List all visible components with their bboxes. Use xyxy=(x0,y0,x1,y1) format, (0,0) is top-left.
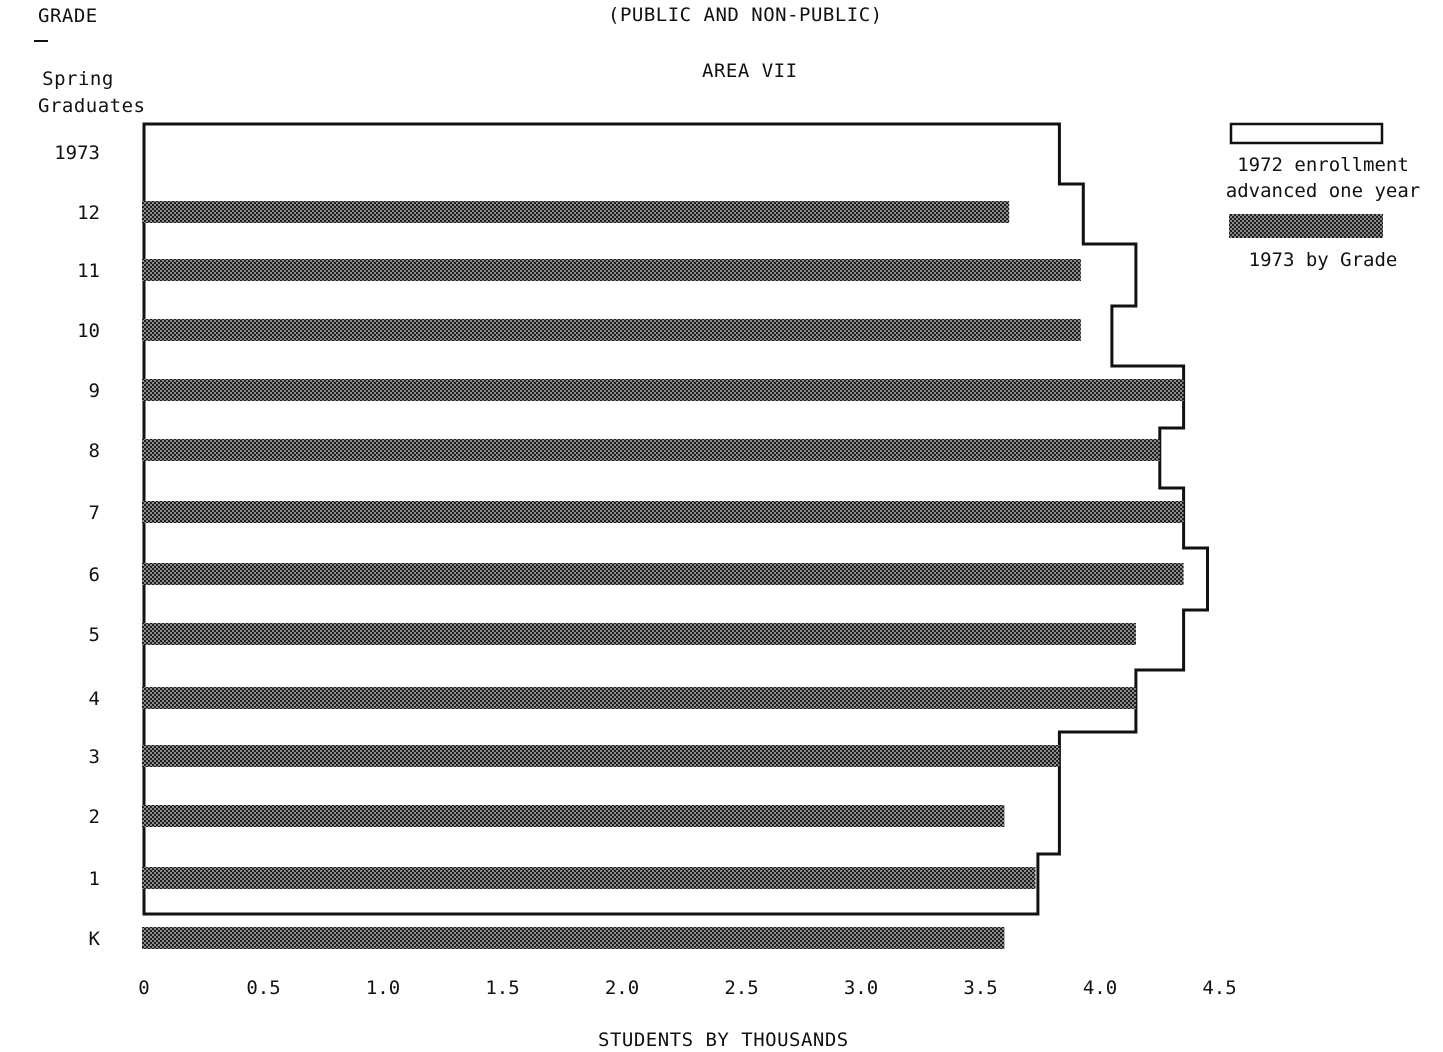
y-tick-label-12: 12 xyxy=(77,202,100,224)
bar-1973-grade-12 xyxy=(142,201,1010,223)
y-tick-label-6: 6 xyxy=(89,564,100,586)
x-tick-label-2-5: 2.5 xyxy=(724,977,758,999)
x-tick-label-4-0: 4.0 xyxy=(1083,977,1117,999)
x-tick-label-3-5: 3.5 xyxy=(963,977,997,999)
y-tick-label-4: 4 xyxy=(89,688,100,710)
y-tick-label-3: 3 xyxy=(89,746,100,768)
bar-1973-grade-1 xyxy=(142,867,1036,889)
x-tick-label-1-0: 1.0 xyxy=(366,977,400,999)
bar-1973-grade-7 xyxy=(142,501,1184,523)
y-tick-label-5: 5 xyxy=(89,624,100,646)
x-tick-label-0: 0 xyxy=(138,977,149,999)
x-tick-label-1-5: 1.5 xyxy=(485,977,519,999)
bar-1973-grade-k xyxy=(142,927,1005,949)
bar-1973-grade-3 xyxy=(142,745,1060,767)
legend-label-hatched: 1973 by Grade xyxy=(1249,249,1398,271)
y-tick-label-1: 1 xyxy=(89,868,100,890)
y-axis-title: GRADE xyxy=(38,5,98,27)
x-tick-label-3-0: 3.0 xyxy=(844,977,878,999)
bar-1973-grade-11 xyxy=(142,259,1081,281)
y-tick-label-2: 2 xyxy=(89,806,100,828)
legend-swatch-outline xyxy=(1229,122,1384,145)
bar-1973-grade-6 xyxy=(142,563,1184,585)
chart-title: AREA VII xyxy=(702,60,798,82)
bar-1973-grade-9 xyxy=(142,379,1184,401)
bar-1973-grade-2 xyxy=(142,805,1005,827)
x-tick-label-4-5: 4.5 xyxy=(1202,977,1236,999)
y-tick-label-10: 10 xyxy=(77,320,100,342)
legend-label-outline-line1: 1972 enrollment xyxy=(1237,154,1409,176)
bar-1973-grade-4 xyxy=(142,687,1136,709)
x-tick-label-2-0: 2.0 xyxy=(605,977,639,999)
bar-1973-grade-10 xyxy=(142,319,1081,341)
y-tick-label-9: 9 xyxy=(89,380,100,402)
y-axis-title-underline xyxy=(34,40,48,42)
x-tick-label-0-5: 0.5 xyxy=(246,977,280,999)
y-tick-label-1973: 1973 xyxy=(54,142,100,164)
y-tick-label-8: 8 xyxy=(89,440,100,462)
bar-1973-grade-8 xyxy=(142,439,1160,461)
y-tick-label-7: 7 xyxy=(89,502,100,524)
y-tick-label-11: 11 xyxy=(77,260,100,282)
x-axis-title: STUDENTS BY THOUSANDS xyxy=(598,1029,849,1051)
bar-1973-grade-5 xyxy=(142,623,1136,645)
legend-swatch-hatched xyxy=(1229,214,1383,238)
chart-subtitle: (PUBLIC AND NON-PUBLIC) xyxy=(608,4,883,26)
legend-label-outline-line2: advanced one year xyxy=(1226,180,1420,202)
y-tick-label-k: K xyxy=(89,928,101,950)
